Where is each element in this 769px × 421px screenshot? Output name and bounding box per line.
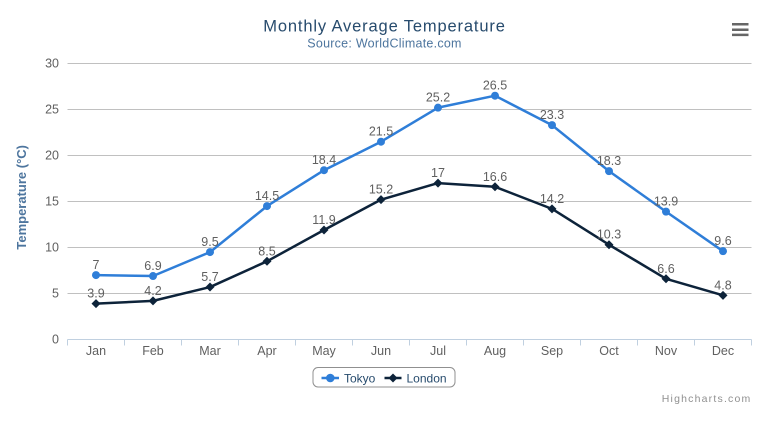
svg-text:Monthly Average Temperature: Monthly Average Temperature: [263, 18, 505, 36]
svg-text:26.5: 26.5: [483, 79, 507, 93]
svg-text:Jul: Jul: [430, 344, 446, 358]
svg-text:17: 17: [431, 166, 445, 180]
svg-text:Highcharts.com: Highcharts.com: [662, 393, 752, 405]
svg-text:16.6: 16.6: [483, 170, 507, 184]
svg-text:Jun: Jun: [371, 344, 391, 358]
svg-text:18.4: 18.4: [312, 153, 336, 167]
svg-text:4.2: 4.2: [144, 284, 161, 298]
svg-text:Mar: Mar: [199, 344, 221, 358]
svg-text:10: 10: [45, 241, 59, 255]
svg-text:May: May: [312, 344, 336, 358]
svg-text:3.9: 3.9: [87, 287, 104, 301]
svg-text:Source: WorldClimate.com: Source: WorldClimate.com: [307, 37, 461, 51]
svg-text:Oct: Oct: [599, 344, 619, 358]
svg-text:15.2: 15.2: [369, 183, 393, 197]
svg-text:13.9: 13.9: [654, 195, 678, 209]
svg-text:Temperature (°C): Temperature (°C): [14, 145, 29, 250]
svg-text:8.5: 8.5: [258, 244, 275, 258]
svg-text:20: 20: [45, 149, 59, 163]
svg-text:15: 15: [45, 195, 59, 209]
svg-text:Apr: Apr: [257, 344, 276, 358]
svg-text:Nov: Nov: [655, 344, 678, 358]
svg-text:4.8: 4.8: [714, 278, 731, 292]
svg-text:5.7: 5.7: [201, 270, 218, 284]
svg-text:London: London: [407, 372, 447, 386]
svg-text:21.5: 21.5: [369, 125, 393, 139]
svg-text:Jan: Jan: [86, 344, 106, 358]
svg-text:23.3: 23.3: [540, 108, 564, 122]
svg-text:6.9: 6.9: [144, 259, 161, 273]
svg-text:9.6: 9.6: [714, 234, 731, 248]
svg-text:9.5: 9.5: [201, 235, 218, 249]
svg-text:5: 5: [52, 287, 59, 301]
svg-text:18.3: 18.3: [597, 154, 621, 168]
svg-text:Tokyo: Tokyo: [344, 372, 376, 386]
svg-text:6.6: 6.6: [657, 262, 674, 276]
svg-text:Feb: Feb: [142, 344, 164, 358]
svg-text:11.9: 11.9: [312, 213, 335, 227]
svg-text:Sep: Sep: [541, 344, 563, 358]
svg-text:25.2: 25.2: [426, 91, 450, 105]
svg-text:14.5: 14.5: [255, 189, 279, 203]
svg-text:Dec: Dec: [712, 344, 734, 358]
svg-text:25: 25: [45, 103, 59, 117]
svg-text:Aug: Aug: [484, 344, 506, 358]
svg-text:30: 30: [45, 57, 59, 71]
svg-text:0: 0: [52, 333, 59, 347]
svg-text:10.3: 10.3: [597, 228, 621, 242]
svg-text:7: 7: [93, 258, 100, 272]
svg-text:14.2: 14.2: [540, 192, 564, 206]
